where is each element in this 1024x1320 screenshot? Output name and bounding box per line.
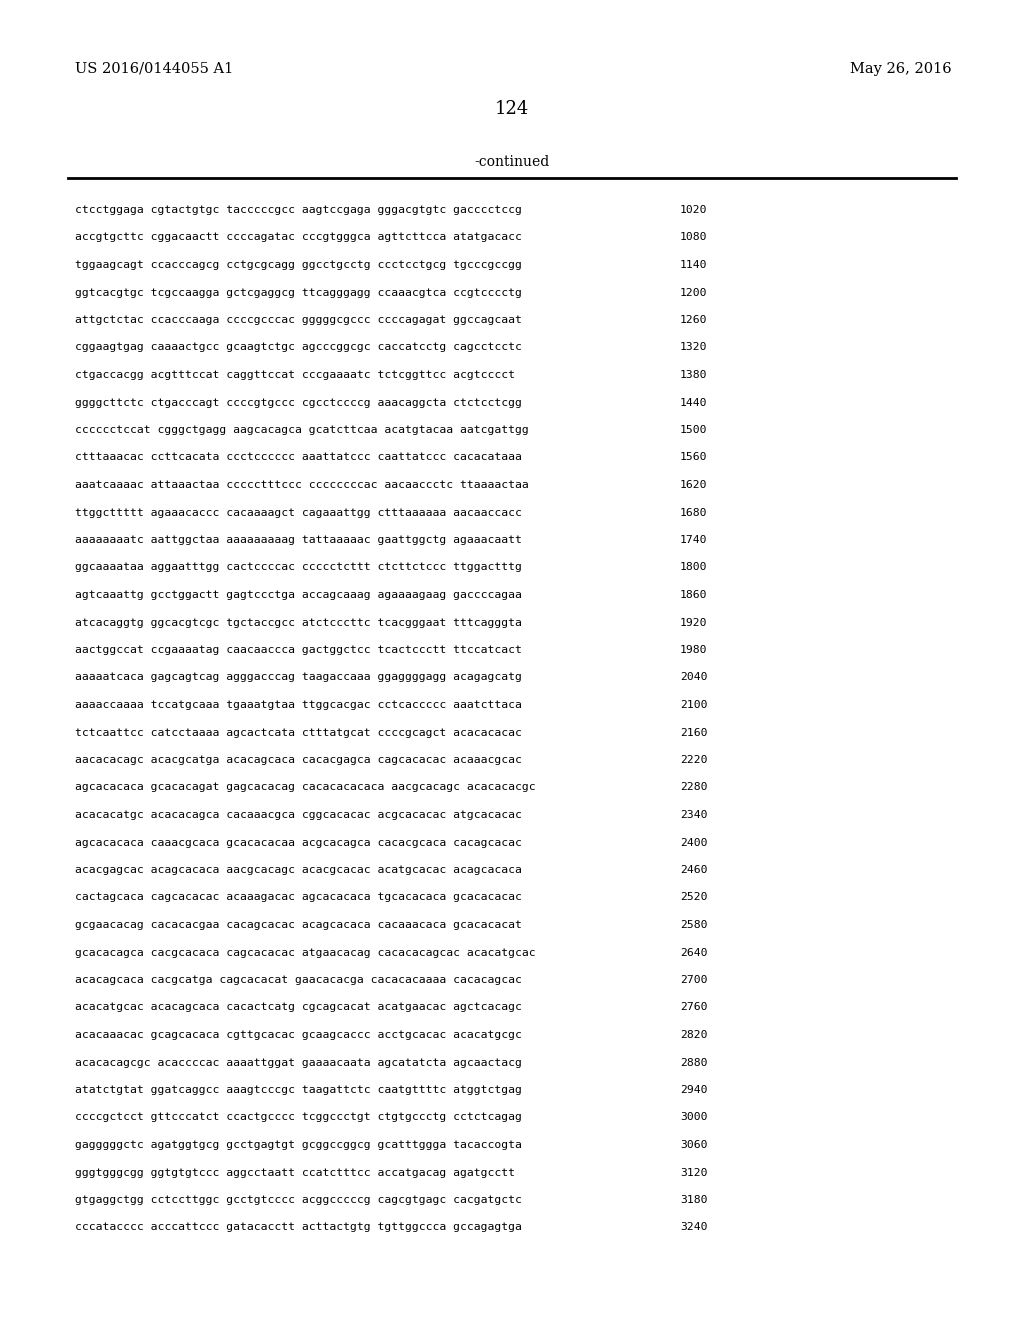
Text: ctcctggaga cgtactgtgc tacccccgcc aagtccgaga gggacgtgtc gacccctccg: ctcctggaga cgtactgtgc tacccccgcc aagtccg…	[75, 205, 522, 215]
Text: agtcaaattg gcctggactt gagtccctga accagcaaag agaaaagaag gaccccagaa: agtcaaattg gcctggactt gagtccctga accagca…	[75, 590, 522, 601]
Text: 2100: 2100	[680, 700, 708, 710]
Text: aacacacagc acacgcatga acacagcaca cacacgagca cagcacacac acaaacgcac: aacacacagc acacgcatga acacagcaca cacacga…	[75, 755, 522, 766]
Text: cggaagtgag caaaactgcc gcaagtctgc agcccggcgc caccatcctg cagcctcctc: cggaagtgag caaaactgcc gcaagtctgc agcccgg…	[75, 342, 522, 352]
Text: tggaagcagt ccacccagcg cctgcgcagg ggcctgcctg ccctcctgcg tgcccgccgg: tggaagcagt ccacccagcg cctgcgcagg ggcctgc…	[75, 260, 522, 271]
Text: aaaaaaaatc aattggctaa aaaaaaaaag tattaaaaac gaattggctg agaaacaatt: aaaaaaaatc aattggctaa aaaaaaaaag tattaaa…	[75, 535, 522, 545]
Text: 3120: 3120	[680, 1167, 708, 1177]
Text: 2580: 2580	[680, 920, 708, 931]
Text: acacacatgc acacacagca cacaaacgca cggcacacac acgcacacac atgcacacac: acacacatgc acacacagca cacaaacgca cggcaca…	[75, 810, 522, 820]
Text: ttggcttttt agaaacaccc cacaaaagct cagaaattgg ctttaaaaaa aacaaccacc: ttggcttttt agaaacaccc cacaaaagct cagaaat…	[75, 507, 522, 517]
Text: 3180: 3180	[680, 1195, 708, 1205]
Text: 2220: 2220	[680, 755, 708, 766]
Text: 2040: 2040	[680, 672, 708, 682]
Text: ctttaaacac ccttcacata ccctcccccc aaattatccc caattatccc cacacataaa: ctttaaacac ccttcacata ccctcccccc aaattat…	[75, 453, 522, 462]
Text: 1320: 1320	[680, 342, 708, 352]
Text: 1500: 1500	[680, 425, 708, 436]
Text: 2160: 2160	[680, 727, 708, 738]
Text: cactagcaca cagcacacac acaaagacac agcacacaca tgcacacaca gcacacacac: cactagcaca cagcacacac acaaagacac agcacac…	[75, 892, 522, 903]
Text: 2940: 2940	[680, 1085, 708, 1096]
Text: aactggccat ccgaaaatag caacaaccca gactggctcc tcactccctt ttccatcact: aactggccat ccgaaaatag caacaaccca gactggc…	[75, 645, 522, 655]
Text: 2760: 2760	[680, 1002, 708, 1012]
Text: 1140: 1140	[680, 260, 708, 271]
Text: gcgaacacag cacacacgaa cacagcacac acagcacaca cacaaacaca gcacacacat: gcgaacacag cacacacgaa cacagcacac acagcac…	[75, 920, 522, 931]
Text: 2280: 2280	[680, 783, 708, 792]
Text: 1560: 1560	[680, 453, 708, 462]
Text: acacatgcac acacagcaca cacactcatg cgcagcacat acatgaacac agctcacagc: acacatgcac acacagcaca cacactcatg cgcagca…	[75, 1002, 522, 1012]
Text: 2640: 2640	[680, 948, 708, 957]
Text: ggtcacgtgc tcgccaagga gctcgaggcg ttcagggagg ccaaacgtca ccgtcccctg: ggtcacgtgc tcgccaagga gctcgaggcg ttcaggg…	[75, 288, 522, 297]
Text: acacaaacac gcagcacaca cgttgcacac gcaagcaccc acctgcacac acacatgcgc: acacaaacac gcagcacaca cgttgcacac gcaagca…	[75, 1030, 522, 1040]
Text: 1260: 1260	[680, 315, 708, 325]
Text: 1740: 1740	[680, 535, 708, 545]
Text: 2520: 2520	[680, 892, 708, 903]
Text: ggcaaaataa aggaatttgg cactccccac ccccctcttt ctcttctccc ttggactttg: ggcaaaataa aggaatttgg cactccccac ccccctc…	[75, 562, 522, 573]
Text: gtgaggctgg cctccttggc gcctgtcccc acggcccccg cagcgtgagc cacgatgctc: gtgaggctgg cctccttggc gcctgtcccc acggccc…	[75, 1195, 522, 1205]
Text: 1800: 1800	[680, 562, 708, 573]
Text: acacgagcac acagcacaca aacgcacagc acacgcacac acatgcacac acagcacaca: acacgagcac acagcacaca aacgcacagc acacgca…	[75, 865, 522, 875]
Text: ctgaccacgg acgtttccat caggttccat cccgaaaatc tctcggttcc acgtcccct: ctgaccacgg acgtttccat caggttccat cccgaaa…	[75, 370, 515, 380]
Text: acacagcaca cacgcatga cagcacacat gaacacacga cacacacaaaa cacacagcac: acacagcaca cacgcatga cagcacacat gaacacac…	[75, 975, 522, 985]
Text: gagggggctc agatggtgcg gcctgagtgt gcggccggcg gcatttggga tacaccogta: gagggggctc agatggtgcg gcctgagtgt gcggccg…	[75, 1140, 522, 1150]
Text: 1380: 1380	[680, 370, 708, 380]
Text: 2460: 2460	[680, 865, 708, 875]
Text: aaatcaaaac attaaactaa ccccctttccc ccccccccac aacaaccctc ttaaaactaa: aaatcaaaac attaaactaa ccccctttccc cccccc…	[75, 480, 528, 490]
Text: 1620: 1620	[680, 480, 708, 490]
Text: gggtgggcgg ggtgtgtccc aggcctaatt ccatctttcc accatgacag agatgcctt: gggtgggcgg ggtgtgtccc aggcctaatt ccatctt…	[75, 1167, 515, 1177]
Text: aaaaccaaaa tccatgcaaa tgaaatgtaa ttggcacgac cctcaccccc aaatcttaca: aaaaccaaaa tccatgcaaa tgaaatgtaa ttggcac…	[75, 700, 522, 710]
Text: aaaaatcaca gagcagtcag agggacccag taagaccaaa ggaggggagg acagagcatg: aaaaatcaca gagcagtcag agggacccag taagacc…	[75, 672, 522, 682]
Text: 1200: 1200	[680, 288, 708, 297]
Text: accgtgcttc cggacaactt ccccagatac cccgtgggca agttcttcca atatgacacc: accgtgcttc cggacaactt ccccagatac cccgtgg…	[75, 232, 522, 243]
Text: acacacagcgc acaccccac aaaattggat gaaaacaata agcatatcta agcaactacg: acacacagcgc acaccccac aaaattggat gaaaaca…	[75, 1057, 522, 1068]
Text: 1920: 1920	[680, 618, 708, 627]
Text: 1080: 1080	[680, 232, 708, 243]
Text: agcacacaca caaacgcaca gcacacacaa acgcacagca cacacgcaca cacagcacac: agcacacaca caaacgcaca gcacacacaa acgcaca…	[75, 837, 522, 847]
Text: 3240: 3240	[680, 1222, 708, 1233]
Text: tctcaattcc catcctaaaa agcactcata ctttatgcat ccccgcagct acacacacac: tctcaattcc catcctaaaa agcactcata ctttatg…	[75, 727, 522, 738]
Text: cccatacccc acccattccc gatacacctt acttactgtg tgttggccca gccagagtga: cccatacccc acccattccc gatacacctt acttact…	[75, 1222, 522, 1233]
Text: 2820: 2820	[680, 1030, 708, 1040]
Text: US 2016/0144055 A1: US 2016/0144055 A1	[75, 62, 233, 77]
Text: attgctctac ccacccaaga ccccgcccac gggggcgccc ccccagagat ggccagcaat: attgctctac ccacccaaga ccccgcccac gggggcg…	[75, 315, 522, 325]
Text: 1020: 1020	[680, 205, 708, 215]
Text: 1980: 1980	[680, 645, 708, 655]
Text: 124: 124	[495, 100, 529, 117]
Text: atcacaggtg ggcacgtcgc tgctaccgcc atctcccttc tcacgggaat tttcagggta: atcacaggtg ggcacgtcgc tgctaccgcc atctccc…	[75, 618, 522, 627]
Text: 1860: 1860	[680, 590, 708, 601]
Text: 2340: 2340	[680, 810, 708, 820]
Text: atatctgtat ggatcaggcc aaagtcccgc taagattctc caatgttttc atggtctgag: atatctgtat ggatcaggcc aaagtcccgc taagatt…	[75, 1085, 522, 1096]
Text: cccccctccat cgggctgagg aagcacagca gcatcttcaa acatgtacaa aatcgattgg: cccccctccat cgggctgagg aagcacagca gcatct…	[75, 425, 528, 436]
Text: 2880: 2880	[680, 1057, 708, 1068]
Text: ccccgctcct gttcccatct ccactgcccc tcggccctgt ctgtgccctg cctctcagag: ccccgctcct gttcccatct ccactgcccc tcggccc…	[75, 1113, 522, 1122]
Text: 3000: 3000	[680, 1113, 708, 1122]
Text: 2400: 2400	[680, 837, 708, 847]
Text: 2700: 2700	[680, 975, 708, 985]
Text: ggggcttctc ctgacccagt ccccgtgccc cgcctccccg aaacaggcta ctctcctcgg: ggggcttctc ctgacccagt ccccgtgccc cgcctcc…	[75, 397, 522, 408]
Text: -continued: -continued	[474, 154, 550, 169]
Text: May 26, 2016: May 26, 2016	[850, 62, 952, 77]
Text: agcacacaca gcacacagat gagcacacag cacacacacaca aacgcacagc acacacacgc: agcacacaca gcacacagat gagcacacag cacacac…	[75, 783, 536, 792]
Text: gcacacagca cacgcacaca cagcacacac atgaacacag cacacacagcac acacatgcac: gcacacagca cacgcacaca cagcacacac atgaaca…	[75, 948, 536, 957]
Text: 1680: 1680	[680, 507, 708, 517]
Text: 1440: 1440	[680, 397, 708, 408]
Text: 3060: 3060	[680, 1140, 708, 1150]
